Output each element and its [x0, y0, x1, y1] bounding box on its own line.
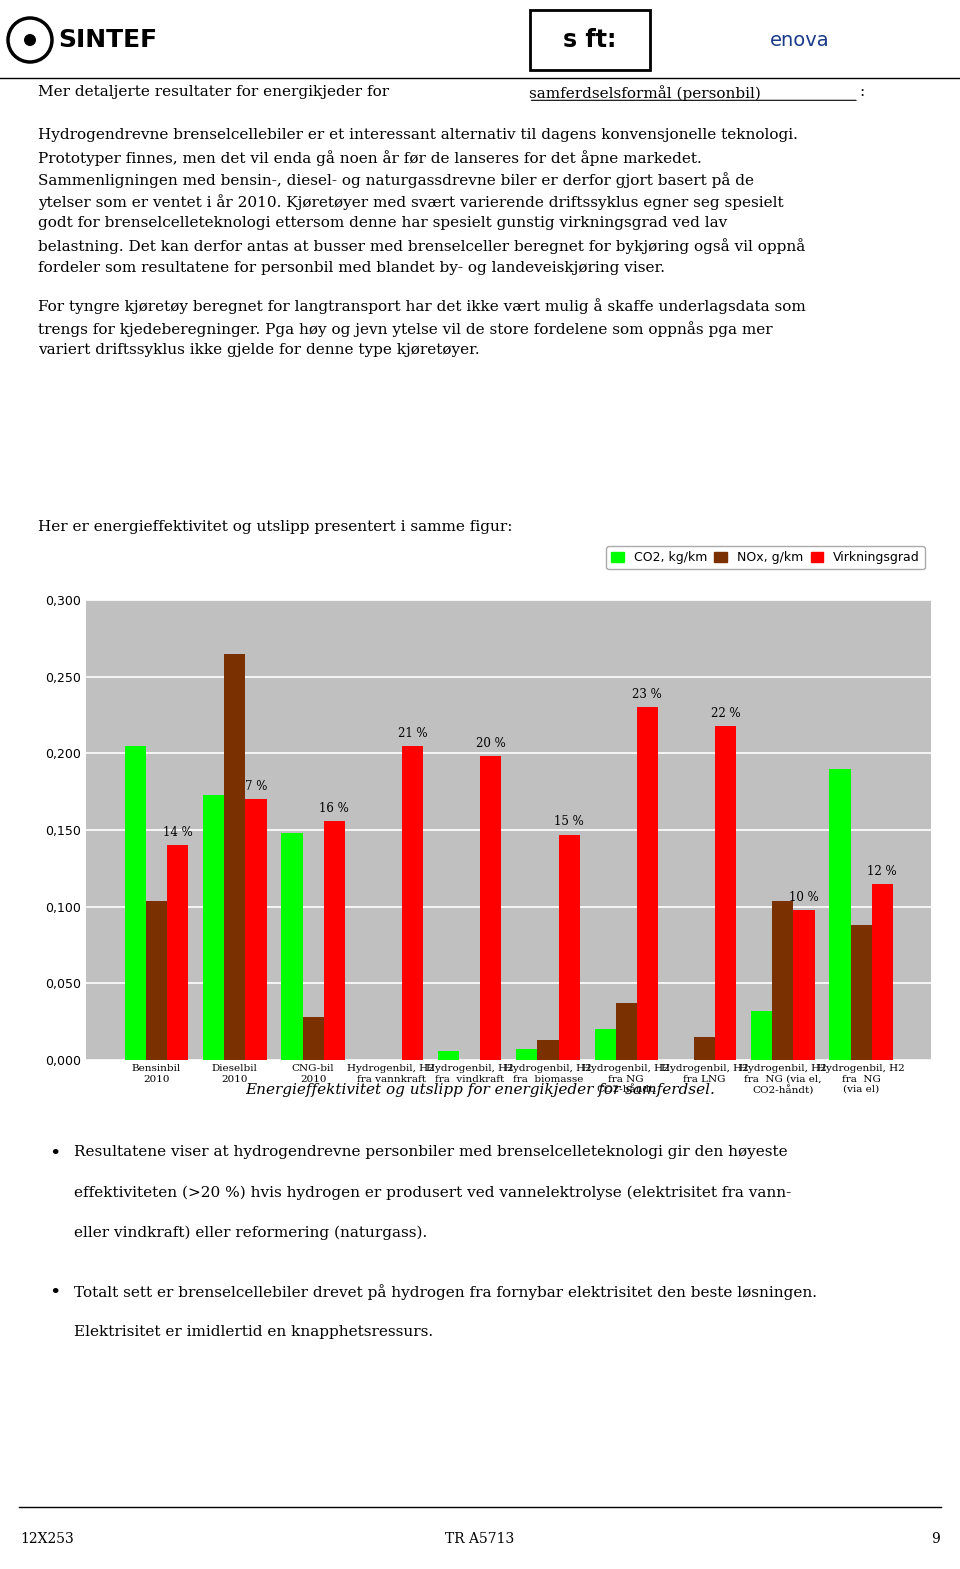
Text: belastning. Det kan derfor antas at busser med brenselceller beregnet for bykjør: belastning. Det kan derfor antas at buss…: [38, 238, 805, 254]
Bar: [872, 883, 893, 1061]
Text: For tyngre kjøretøy beregnet for langtransport har det ikke vært mulig å skaffe : For tyngre kjøretøy beregnet for langtra…: [38, 298, 806, 314]
Bar: [594, 1029, 615, 1061]
Text: variert driftssyklus ikke gjelde for denne type kjøretøyer.: variert driftssyklus ikke gjelde for den…: [38, 344, 480, 356]
Text: Elektrisitet er imidlertid en knapphetsressurs.: Elektrisitet er imidlertid en knapphetsr…: [74, 1324, 433, 1338]
Text: 14 %: 14 %: [163, 827, 193, 839]
Bar: [851, 926, 872, 1061]
Text: TR A5713: TR A5713: [445, 1531, 515, 1545]
Bar: [829, 769, 851, 1061]
Text: Totalt sett er brenselcellebiler drevet på hydrogen fra fornybar elektrisitet de: Totalt sett er brenselcellebiler drevet …: [74, 1285, 817, 1301]
Text: •: •: [49, 1145, 60, 1163]
Text: SINTEF: SINTEF: [58, 28, 157, 52]
Text: trengs for kjedeberegninger. Pga høy og jevn ytelse vil de store fordelene som o: trengs for kjedeberegninger. Pga høy og …: [38, 320, 773, 337]
Bar: [615, 1003, 636, 1061]
Bar: [281, 833, 302, 1061]
Text: effektiviteten (>20 %) hvis hydrogen er produsert ved vannelektrolyse (elektrisi: effektiviteten (>20 %) hvis hydrogen er …: [74, 1185, 791, 1200]
Text: Her er energieffektivitet og utslipp presentert i samme figur:: Her er energieffektivitet og utslipp pre…: [38, 519, 513, 533]
Text: 9: 9: [931, 1531, 940, 1545]
Bar: [772, 901, 793, 1061]
Text: ytelser som er ventet i år 2010. Kjøretøyer med svært varierende driftssyklus eg: ytelser som er ventet i år 2010. Kjøretø…: [38, 195, 784, 210]
Bar: [559, 835, 580, 1061]
Text: •: •: [49, 1285, 60, 1302]
Bar: [516, 1050, 538, 1061]
FancyBboxPatch shape: [530, 9, 650, 71]
Bar: [402, 745, 423, 1061]
Text: s ft:: s ft:: [564, 28, 616, 52]
Text: Mer detaljerte resultater for energikjeder for: Mer detaljerte resultater for energikjed…: [38, 85, 395, 99]
Bar: [751, 1010, 772, 1061]
Bar: [125, 745, 146, 1061]
Bar: [146, 901, 167, 1061]
Text: samferdselsformål (personbil): samferdselsformål (personbil): [529, 85, 760, 100]
Bar: [636, 708, 658, 1061]
Text: Prototyper finnes, men det vil enda gå noen år før de lanseres for det åpne mark: Prototyper finnes, men det vil enda gå n…: [38, 149, 702, 166]
Bar: [694, 1037, 715, 1061]
Text: 23 %: 23 %: [633, 689, 662, 701]
Text: enova: enova: [770, 30, 829, 50]
Text: Resultatene viser at hydrogendrevne personbiler med brenselcelleteknologi gir de: Resultatene viser at hydrogendrevne pers…: [74, 1145, 787, 1159]
Text: eller vindkraft) eller reformering (naturgass).: eller vindkraft) eller reformering (natu…: [74, 1225, 427, 1240]
Text: 7 %: 7 %: [245, 780, 267, 794]
Bar: [324, 821, 345, 1061]
Text: 22 %: 22 %: [710, 706, 740, 720]
Text: Energieffektivitet og utslipp for energikjeder for samferdsel.: Energieffektivitet og utslipp for energi…: [245, 1083, 715, 1097]
Bar: [480, 756, 501, 1061]
Bar: [715, 726, 736, 1061]
Bar: [538, 1040, 559, 1061]
Text: 16 %: 16 %: [320, 802, 349, 814]
Text: Sammenligningen med bensin-, diesel- og naturgassdrevne biler er derfor gjort ba: Sammenligningen med bensin-, diesel- og …: [38, 173, 755, 188]
Text: 15 %: 15 %: [554, 816, 584, 828]
Bar: [225, 654, 246, 1061]
Circle shape: [24, 35, 36, 46]
Text: 10 %: 10 %: [789, 891, 819, 904]
Text: Hydrogendrevne brenselcellebiler er et interessant alternativ til dagens konvens: Hydrogendrevne brenselcellebiler er et i…: [38, 127, 799, 141]
Text: 21 %: 21 %: [397, 726, 427, 739]
Bar: [438, 1051, 459, 1061]
Text: godt for brenselcelleteknologi ettersom denne har spesielt gunstig virkningsgrad: godt for brenselcelleteknologi ettersom …: [38, 217, 728, 231]
Text: fordeler som resultatene for personbil med blandet by- og landeveiskjøring viser: fordeler som resultatene for personbil m…: [38, 260, 665, 275]
Bar: [204, 795, 225, 1061]
Bar: [246, 799, 267, 1061]
Text: 20 %: 20 %: [476, 737, 506, 750]
Text: 12 %: 12 %: [868, 865, 897, 877]
Text: 12X253: 12X253: [20, 1531, 74, 1545]
Bar: [793, 910, 814, 1061]
Text: :: :: [859, 85, 864, 99]
Bar: [167, 846, 188, 1061]
Legend: CO2, kg/km, NOx, g/km, Virkningsgrad: CO2, kg/km, NOx, g/km, Virkningsgrad: [606, 546, 924, 570]
Bar: [302, 1017, 324, 1061]
